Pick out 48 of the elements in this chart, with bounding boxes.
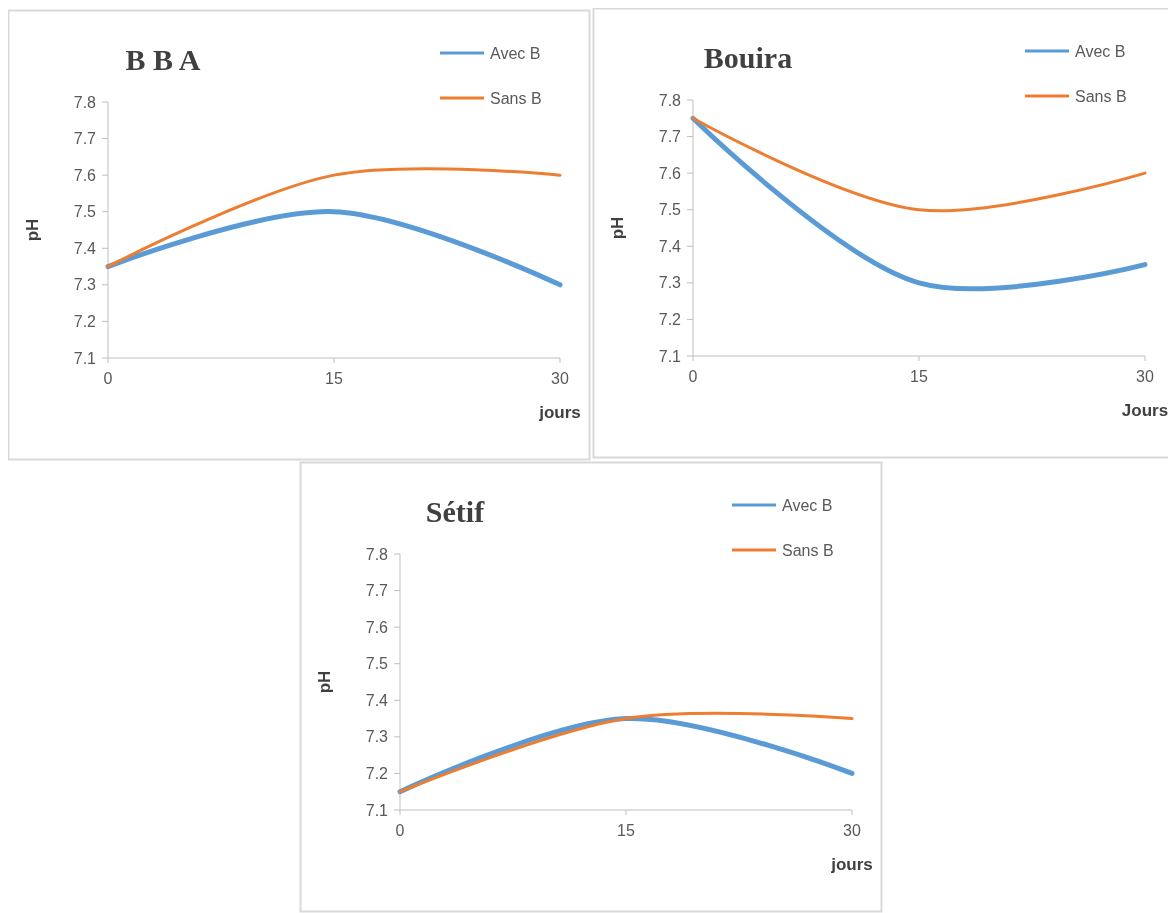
- legend-label: Avec B: [1075, 42, 1126, 60]
- y-tick-label: 7.4: [365, 691, 389, 709]
- y-tick-label: 7.7: [73, 130, 97, 148]
- y-tick-label: 7.3: [658, 274, 682, 292]
- x-tick-label: 30: [1136, 368, 1154, 385]
- y-tick-label: 7.4: [658, 237, 682, 255]
- legend-label: Avec B: [782, 496, 833, 514]
- y-tick-label: 7.2: [658, 310, 682, 328]
- legend-label: Avec B: [490, 44, 541, 62]
- y-tick-label: 7.5: [658, 201, 682, 219]
- y-tick-label: 7.8: [365, 545, 389, 563]
- x-axis-title: jours: [830, 855, 873, 874]
- y-tick-label: 7.7: [658, 128, 682, 146]
- chart-title: Bouira: [703, 41, 793, 74]
- y-tick-label: 7.4: [73, 239, 97, 257]
- y-tick-label: 7.2: [365, 764, 389, 782]
- legend-label: Sans B: [490, 89, 542, 107]
- y-tick-label: 7.7: [365, 582, 389, 600]
- y-tick-label: 7.6: [73, 166, 97, 184]
- x-tick-label: 15: [910, 368, 928, 385]
- y-tick-label: 7.6: [658, 164, 682, 182]
- x-tick-label: 0: [688, 368, 698, 385]
- y-tick-label: 7.1: [73, 349, 97, 367]
- y-tick-label: 7.5: [73, 203, 97, 221]
- x-tick-label: 15: [325, 370, 343, 387]
- y-tick-label: 7.1: [365, 801, 389, 819]
- y-tick-label: 7.1: [658, 347, 682, 365]
- y-tick-label: 7.3: [73, 276, 97, 294]
- y-tick-label: 7.8: [73, 93, 97, 111]
- x-axis-title: jours: [538, 403, 581, 422]
- legend-label: Sans B: [1075, 87, 1127, 105]
- y-tick-label: 7.6: [365, 618, 389, 636]
- x-tick-label: 0: [103, 370, 113, 387]
- y-axis-title: pH: [608, 216, 627, 240]
- chart-title: Sétif: [425, 495, 486, 528]
- x-axis-title: Jours: [1121, 401, 1168, 420]
- y-tick-label: 7.2: [73, 312, 97, 330]
- x-tick-label: 30: [843, 822, 861, 839]
- x-tick-label: 0: [395, 822, 405, 839]
- x-tick-label: 30: [551, 370, 569, 387]
- y-tick-label: 7.3: [365, 728, 389, 746]
- y-axis-title: pH: [23, 218, 42, 242]
- y-axis-title: pH: [315, 670, 334, 694]
- x-tick-label: 15: [617, 822, 635, 839]
- y-tick-label: 7.8: [658, 91, 682, 109]
- y-tick-label: 7.5: [365, 655, 389, 673]
- legend-label: Sans B: [782, 541, 834, 559]
- chart-title: B B A: [125, 43, 201, 76]
